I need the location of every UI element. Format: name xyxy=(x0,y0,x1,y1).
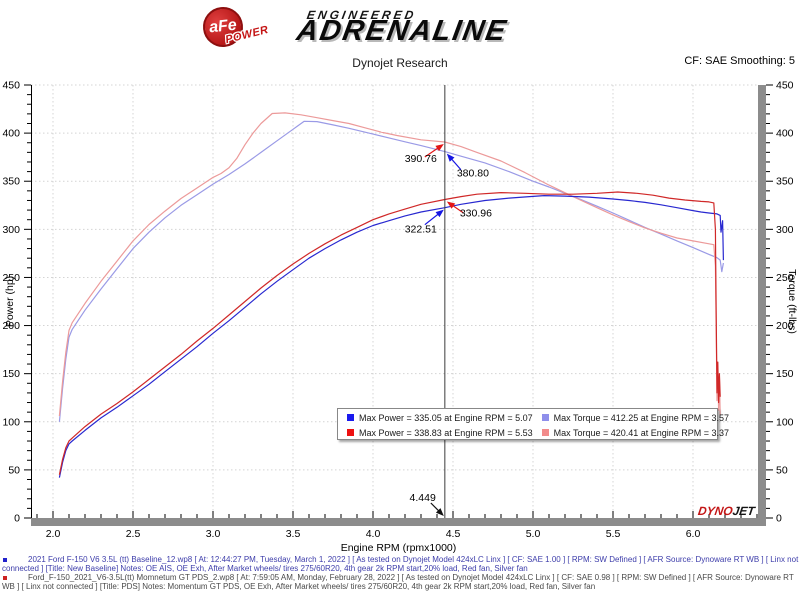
run1-info: 2021 Ford F-150 V6 3.5L (tt) Baseline_12… xyxy=(2,555,799,574)
smoothing-setting: CF: SAE Smoothing: 5 xyxy=(684,55,795,67)
svg-text:6.0: 6.0 xyxy=(686,528,701,540)
legend-entry-momentum-torque: Max Torque = 420.41 at Engine RPM = 3.37 xyxy=(533,428,729,438)
svg-text:4.0: 4.0 xyxy=(366,528,381,540)
readout-momentum_torque: 390.76 xyxy=(405,153,437,165)
axis-ticks xyxy=(24,84,773,519)
legend-label: Max Torque = 420.41 at Engine RPM = 3.37 xyxy=(553,427,730,438)
svg-text:2.5: 2.5 xyxy=(126,528,141,540)
readout-baseline_power: 322.51 xyxy=(405,224,437,236)
report-source-title: Dynojet Research xyxy=(352,56,448,70)
svg-text:50: 50 xyxy=(776,464,788,476)
legend-swatch-salmon xyxy=(541,429,549,436)
svg-text:50: 50 xyxy=(8,464,20,476)
readout-arrow-head xyxy=(435,508,444,516)
right-axis-bar xyxy=(758,85,766,526)
tick-labels: 0 0 50 50 100 100 150 150 200 200 250 250 300 300 350 3… xyxy=(2,80,793,541)
svg-text:300: 300 xyxy=(2,224,20,236)
legend-label: Max Power = 335.05 at Engine RPM = 5.07 xyxy=(359,412,533,423)
curve-baseline_power xyxy=(58,195,724,478)
legend-entry-baseline-torque: Max Torque = 412.25 at Engine RPM = 3.57 xyxy=(533,413,729,423)
svg-text:3.0: 3.0 xyxy=(206,528,221,540)
dynojet-dyno-text: DYNO xyxy=(697,504,734,518)
svg-text:200: 200 xyxy=(2,320,20,332)
curve-momentum_power xyxy=(58,191,721,475)
svg-text:450: 450 xyxy=(776,80,794,92)
right-axis-title: Torque (ft-lbs) xyxy=(786,269,798,334)
run2-bullet xyxy=(3,576,7,580)
legend-label: Max Power = 338.83 at Engine RPM = 5.53 xyxy=(359,427,533,438)
svg-text:250: 250 xyxy=(776,272,794,284)
svg-text:3.5: 3.5 xyxy=(286,528,301,540)
left-axis-title: Power (hp) xyxy=(4,276,16,327)
svg-text:5.0: 5.0 xyxy=(526,528,541,540)
legend-swatch-red xyxy=(347,429,354,436)
cursor-value: 4.449 xyxy=(410,492,436,504)
readout-arrow-head xyxy=(446,153,455,162)
readout-arrow-head xyxy=(446,201,456,209)
legend-swatch-periwinkle xyxy=(541,414,549,421)
readout-momentum_power: 330.96 xyxy=(460,208,492,220)
curve-momentum_torque xyxy=(58,112,721,417)
chart-legend: Max Power = 335.05 at Engine RPM = 5.07 … xyxy=(337,408,729,440)
svg-text:350: 350 xyxy=(776,176,794,188)
svg-text:150: 150 xyxy=(776,368,794,380)
run1-bullet xyxy=(3,558,7,562)
svg-text:400: 400 xyxy=(2,128,20,140)
svg-text:2.0: 2.0 xyxy=(46,528,61,540)
x-axis-title: Engine RPM (rpmx1000) xyxy=(341,542,457,554)
svg-text:4.5: 4.5 xyxy=(446,528,461,540)
svg-text:400: 400 xyxy=(776,128,794,140)
gridlines xyxy=(31,84,758,518)
svg-text:5.5: 5.5 xyxy=(606,528,621,540)
svg-text:0: 0 xyxy=(776,513,782,525)
svg-text:300: 300 xyxy=(776,224,794,236)
svg-text:0: 0 xyxy=(14,513,20,525)
svg-text:200: 200 xyxy=(776,320,794,332)
readout-arrow-head xyxy=(435,209,444,218)
svg-text:150: 150 xyxy=(2,368,20,380)
legend-entry-baseline-power: Max Power = 335.05 at Engine RPM = 5.07 xyxy=(338,413,533,423)
svg-text:250: 250 xyxy=(2,272,20,284)
legend-entry-momentum-power: Max Power = 338.83 at Engine RPM = 5.53 xyxy=(338,428,533,438)
legend-label: Max Torque = 412.25 at Engine RPM = 3.57 xyxy=(553,412,730,423)
dynojet-watermark: DYNOJET xyxy=(697,504,756,518)
svg-text:100: 100 xyxy=(776,416,794,428)
readout-arrow-head xyxy=(435,144,444,152)
run2-info: Ford_F-150_2021_V6-3.5L(tt) Momnetum GT … xyxy=(2,573,794,592)
svg-text:450: 450 xyxy=(2,80,20,92)
readout-baseline_torque: 380.80 xyxy=(457,168,489,180)
x-axis-bar xyxy=(31,518,766,526)
dynojet-jet-text: JET xyxy=(731,504,756,518)
legend-swatch-blue xyxy=(347,414,354,421)
svg-text:350: 350 xyxy=(2,176,20,188)
svg-text:100: 100 xyxy=(2,416,20,428)
